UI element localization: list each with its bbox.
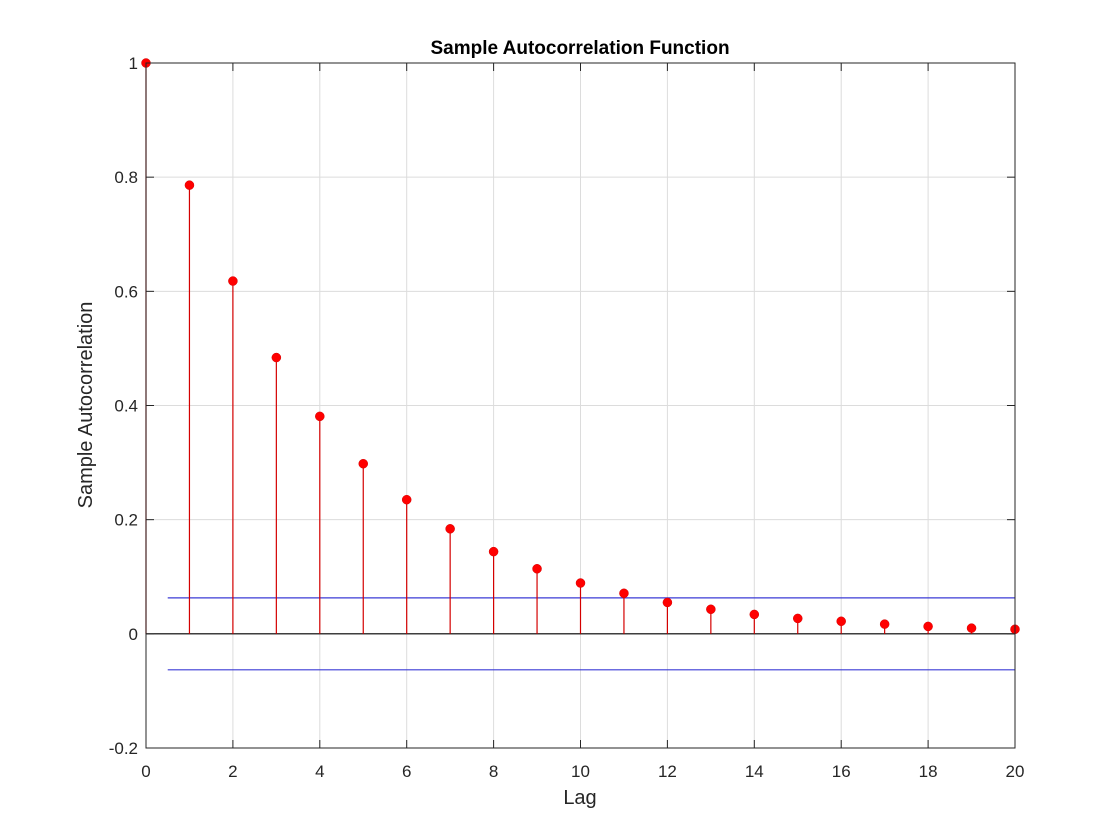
stem-marker bbox=[532, 564, 542, 574]
y-tick-label: 0.2 bbox=[114, 511, 138, 530]
y-ticks: -0.2 0 0.2 0.4 0.6 0.8 1 bbox=[109, 54, 1015, 758]
x-tick-label: 2 bbox=[228, 762, 237, 781]
stem-marker bbox=[836, 616, 846, 627]
y-tick-label: 1 bbox=[129, 54, 138, 73]
chart-title: Sample Autocorrelation Function bbox=[430, 38, 729, 59]
stem-marker bbox=[488, 546, 499, 557]
stem-marker bbox=[358, 458, 368, 469]
y-tick-label: 0 bbox=[129, 625, 138, 644]
stem-marker bbox=[184, 180, 195, 190]
x-tick-label: 14 bbox=[745, 762, 764, 781]
x-tick-label: 18 bbox=[919, 762, 938, 781]
markers bbox=[141, 58, 1020, 635]
y-axis-label: Sample Autocorrelation bbox=[75, 302, 97, 509]
x-tick-label: 6 bbox=[402, 762, 411, 781]
stem-marker bbox=[619, 588, 629, 599]
stem-marker bbox=[662, 597, 673, 608]
stem-marker bbox=[749, 609, 760, 620]
x-axis-label: Lag bbox=[563, 787, 596, 809]
x-tick-label: 8 bbox=[489, 762, 498, 781]
y-tick-label: -0.2 bbox=[109, 739, 138, 758]
x-tick-label: 16 bbox=[832, 762, 851, 781]
x-tick-label: 12 bbox=[658, 762, 677, 781]
x-tick-label: 10 bbox=[571, 762, 590, 781]
y-tick-label: 0.4 bbox=[114, 397, 138, 416]
x-tick-label: 4 bbox=[315, 762, 324, 781]
y-tick-label: 0.6 bbox=[114, 282, 138, 301]
x-tick-label: 20 bbox=[1006, 762, 1025, 781]
stem-marker bbox=[271, 352, 282, 363]
y-tick-label: 0.8 bbox=[114, 168, 138, 187]
stem-marker bbox=[575, 578, 586, 588]
confidence-bounds bbox=[167, 597, 1015, 671]
stem-marker bbox=[879, 619, 890, 629]
x-ticks: 0 2 4 6 8 10 12 14 16 18 20 bbox=[141, 63, 1024, 781]
x-tick-label: 0 bbox=[141, 762, 150, 781]
stem-marker bbox=[706, 604, 716, 615]
stem-marker bbox=[228, 276, 238, 286]
stem-marker bbox=[923, 621, 933, 632]
stem-marker bbox=[315, 411, 325, 422]
stem-marker bbox=[793, 613, 803, 624]
stem-marker bbox=[966, 623, 977, 633]
stem-marker bbox=[445, 524, 455, 534]
stem-marker bbox=[401, 494, 412, 505]
